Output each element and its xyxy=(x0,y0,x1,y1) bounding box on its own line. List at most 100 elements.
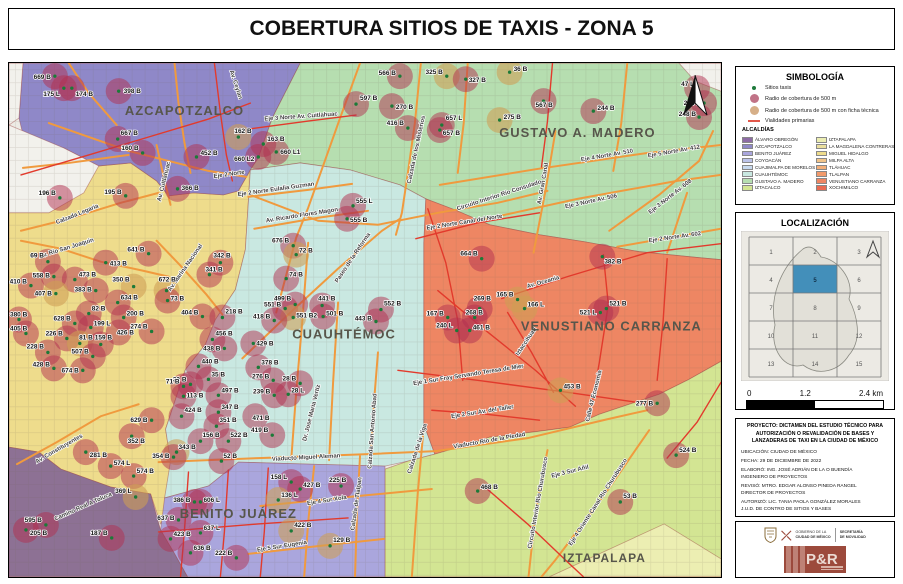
taxi-site-dot xyxy=(220,315,225,320)
street-label: Viaducto Miguel Aleman xyxy=(272,453,341,463)
localization-minimap: 1 2 3 4 5 6 7 8 9 10 11 12 13 14 15 xyxy=(740,230,890,386)
pr-logo: P&R xyxy=(784,546,846,573)
taxi-site-dot xyxy=(674,453,678,457)
minimap-cell-number: 5 xyxy=(813,278,817,284)
taxi-site-dot xyxy=(354,102,358,106)
taxi-site-dot xyxy=(24,528,28,532)
alcaldia-name: ÁLVARO OBREGÓN xyxy=(755,137,798,143)
site-label: 199 L xyxy=(94,320,111,327)
coverage-ficha-circle-icon xyxy=(749,106,759,115)
secondary-road xyxy=(249,189,549,226)
site-label: 674 B xyxy=(62,367,80,374)
taxi-site-dot xyxy=(291,315,295,320)
site-label: 200 B xyxy=(127,311,145,318)
site-label: 277 B xyxy=(636,400,654,407)
site-label: 366 B xyxy=(182,185,200,192)
minimap-cell-number: 12 xyxy=(856,334,863,340)
site-label: 228 B xyxy=(27,343,45,350)
taxi-site-dot xyxy=(236,135,241,139)
taxi-site-dot xyxy=(200,314,205,319)
taxi-site-dot xyxy=(149,418,154,422)
site-label: 641 B xyxy=(127,247,145,254)
alcaldia-entry: ÁLVARO OBREGÓN xyxy=(742,137,816,143)
gobierno-cdmx-monogram-icon: ⤫ xyxy=(781,527,792,543)
taxi-site-dot xyxy=(44,523,48,527)
site-label: 281 B xyxy=(90,452,108,459)
taxi-site-dot xyxy=(291,244,295,248)
site-label: 343 B xyxy=(179,444,197,451)
secondary-road xyxy=(369,351,379,456)
alcaldia-name: CUAJIMALPA DE MORELOS xyxy=(755,164,816,170)
site-label: 81 B xyxy=(79,334,93,341)
taxi-site-dot xyxy=(298,381,302,386)
site-label: 660 L1 xyxy=(280,149,301,156)
secondary-road xyxy=(476,173,721,222)
alcaldia-swatch xyxy=(816,137,827,143)
taxi-site-dot xyxy=(70,86,74,90)
taxi-site-dot xyxy=(618,500,622,504)
site-label: 162 B xyxy=(234,128,252,135)
taxi-site-dot xyxy=(558,388,563,392)
site-label: 423 B xyxy=(174,531,192,538)
taxi-site-dot xyxy=(87,311,91,316)
site-label: 440 B xyxy=(201,358,219,365)
alcaldia-entry: VENUSTIANO CARRANZA xyxy=(816,178,890,184)
site-label: 69 B xyxy=(30,253,44,260)
primary-road xyxy=(427,208,464,382)
taxi-site-dot xyxy=(256,155,260,159)
site-label: 426 B xyxy=(117,329,135,336)
site-label: 352 B xyxy=(128,438,146,445)
site-label: 567 B xyxy=(536,102,554,109)
site-label: 327 B xyxy=(469,77,487,84)
secondary-road xyxy=(354,455,362,577)
taxi-site-dot xyxy=(78,341,82,346)
site-label: 270 B xyxy=(396,104,414,111)
site-label: 35 B xyxy=(211,371,225,378)
taxi-site-dot xyxy=(293,302,297,307)
logo-divider xyxy=(834,528,836,542)
taxi-site-dot xyxy=(171,455,176,459)
site-label: 52 B xyxy=(223,453,237,460)
alcaldia-entry: TLALPAN xyxy=(816,171,890,177)
taxi-site-dot xyxy=(121,315,126,320)
page-title: COBERTURA SITIOS DE TAXIS - ZONA 5 xyxy=(249,17,654,40)
alcaldia-name: AZCAPOTZALCO xyxy=(755,144,793,150)
alcaldia-entry: IZTACALCO xyxy=(742,185,816,191)
taxi-site-dot xyxy=(234,556,239,560)
taxi-site-dot xyxy=(165,298,170,303)
site-label: 461 B xyxy=(473,324,491,331)
secondary-road xyxy=(47,122,248,178)
taxi-site-dot xyxy=(52,274,56,279)
taxi-site-dot xyxy=(131,474,136,478)
scale-labels: 0 1.2 2.4 km xyxy=(747,389,883,398)
secondary-road xyxy=(527,449,549,577)
site-label: 667 B xyxy=(121,130,139,137)
taxi-site-dot xyxy=(256,365,260,370)
site-label: 419 B xyxy=(251,427,269,434)
site-label: 522 B xyxy=(230,432,248,439)
site-label: 244 B xyxy=(597,105,615,112)
site-label: 354 B xyxy=(152,453,170,460)
taxi-site-dot xyxy=(24,331,28,336)
minimap-cell-number: 7 xyxy=(769,306,773,312)
taxi-site-dot xyxy=(541,99,546,103)
site-label: 636 B xyxy=(193,545,211,552)
site-label: 676 B xyxy=(272,238,290,245)
alcaldia-swatch xyxy=(816,171,827,177)
secondary-road xyxy=(247,182,354,198)
secondary-road xyxy=(67,63,118,127)
taxi-site-dot xyxy=(115,137,120,141)
site-label: 386 B xyxy=(173,497,191,504)
project-fecha: FECHA: 29 DE DICIEMBRE DE 2022 xyxy=(741,458,822,464)
taxi-site-dot xyxy=(477,306,482,311)
primary-road-icon xyxy=(748,120,760,122)
taxi-site-dot xyxy=(73,321,77,326)
primary-road xyxy=(591,253,610,403)
site-label: 405 B xyxy=(10,325,28,332)
site-label: 407 B xyxy=(35,291,53,298)
taxi-site-dot xyxy=(207,272,212,277)
site-label: 629 B xyxy=(130,417,148,424)
site-label: 427 B xyxy=(303,482,321,489)
site-label: 82 B xyxy=(92,306,106,313)
